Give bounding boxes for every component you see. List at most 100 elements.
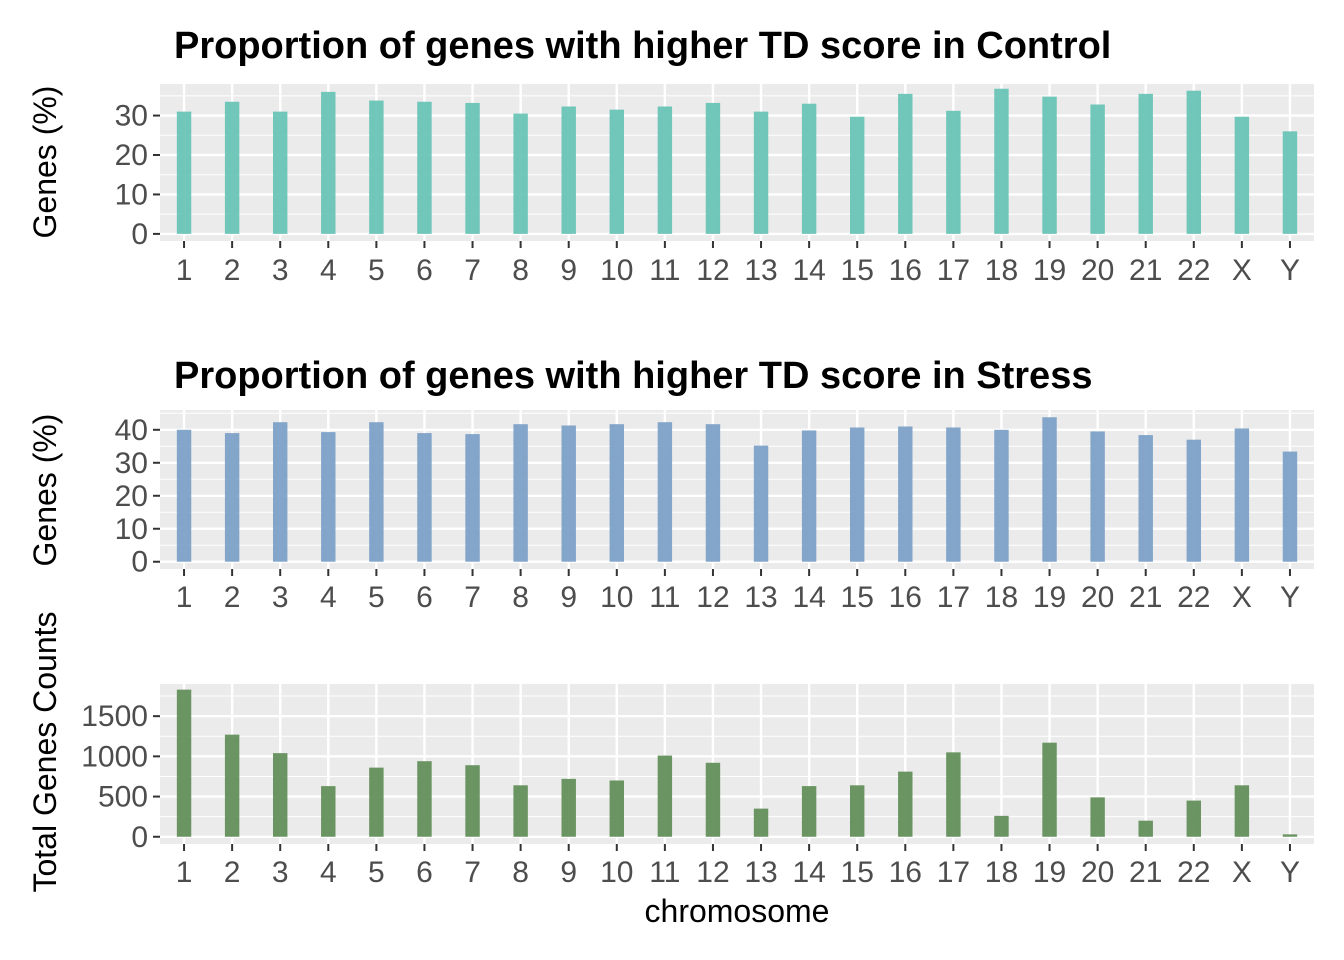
x-tick-label: 18	[985, 856, 1018, 889]
x-tick-label: 3	[272, 254, 289, 287]
y-axis-label: Genes (%)	[27, 414, 63, 567]
x-tick-label: 3	[272, 856, 289, 889]
bar-20	[1090, 797, 1105, 837]
bar-4	[321, 91, 336, 234]
bar-9	[561, 425, 576, 562]
x-tick-label: 8	[512, 254, 529, 287]
x-tick-label: 21	[1129, 254, 1162, 287]
bar-3	[272, 111, 288, 234]
bar-18	[994, 429, 1009, 562]
bar-7	[465, 434, 480, 562]
x-tick-label: 11	[649, 254, 680, 287]
x-tick-label: 20	[1081, 856, 1114, 889]
bar-18	[994, 815, 1009, 837]
x-tick-label: 16	[889, 581, 922, 614]
x-tick-label: 18	[985, 581, 1018, 614]
bar-17	[946, 427, 961, 562]
bar-13	[753, 445, 769, 562]
x-tick-label: 13	[744, 254, 777, 287]
x-tick-label: X	[1232, 581, 1252, 614]
x-tick-label: 12	[696, 254, 729, 287]
x-tick-label: X	[1232, 254, 1252, 287]
bar-7	[465, 765, 480, 837]
bar-14	[801, 103, 817, 234]
bar-8	[513, 113, 528, 234]
x-tick-label: 19	[1033, 254, 1066, 287]
x-tick-label: 2	[224, 856, 241, 889]
bar-19	[1042, 742, 1057, 837]
bar-14	[801, 786, 817, 837]
bar-15	[849, 116, 865, 234]
x-tick-label: 5	[368, 856, 385, 889]
bar-5	[369, 100, 384, 234]
x-tick-label: 10	[600, 856, 633, 889]
bar-7	[465, 102, 480, 234]
y-tick-label: 30	[115, 100, 148, 133]
bar-21	[1138, 93, 1153, 234]
x-tick-label: 6	[416, 856, 433, 889]
x-tick-label: 13	[744, 581, 777, 614]
y-tick-label: 40	[115, 414, 148, 447]
bar-21	[1138, 820, 1153, 837]
x-tick-label: 22	[1177, 581, 1210, 614]
x-tick-label: 8	[512, 581, 529, 614]
x-tick-label: 21	[1129, 856, 1162, 889]
bar-5	[369, 767, 384, 837]
bar-10	[609, 424, 625, 562]
bar-Y	[1282, 451, 1298, 562]
x-tick-label: 10	[600, 581, 633, 614]
bar-13	[753, 808, 769, 837]
y-tick-label: 0	[131, 546, 148, 579]
bar-1	[176, 689, 192, 837]
y-tick-label: 20	[115, 480, 148, 513]
x-tick-label: 17	[937, 856, 970, 889]
plot-background	[160, 410, 1314, 569]
bar-12	[705, 762, 721, 837]
bar-6	[417, 761, 432, 837]
x-tick-label: 21	[1129, 581, 1162, 614]
bar-21	[1138, 435, 1153, 562]
x-tick-label: 10	[600, 254, 633, 287]
y-tick-label: 10	[115, 178, 148, 211]
plot-background	[160, 84, 1314, 241]
bar-22	[1186, 800, 1202, 837]
x-tick-label: 20	[1081, 581, 1114, 614]
bar-6	[417, 433, 432, 562]
bar-9	[561, 778, 576, 837]
y-tick-label: 1000	[81, 740, 148, 773]
y-tick-label: 10	[115, 513, 148, 546]
bar-10	[609, 780, 625, 837]
x-tick-label: 9	[560, 254, 577, 287]
bar-18	[994, 88, 1009, 234]
x-tick-label: 6	[416, 581, 433, 614]
x-tick-label: 1	[176, 856, 193, 889]
chart-title: Proportion of genes with higher TD score…	[174, 25, 1111, 67]
x-tick-label: 7	[464, 254, 481, 287]
x-tick-label: 11	[649, 856, 680, 889]
x-tick-label: 12	[696, 581, 729, 614]
bar-11	[657, 106, 673, 234]
x-tick-label: 17	[937, 581, 970, 614]
x-tick-label: 7	[464, 581, 481, 614]
bar-16	[898, 426, 913, 562]
bar-15	[849, 785, 865, 837]
bar-8	[513, 424, 528, 562]
bar-19	[1042, 417, 1057, 562]
x-tick-label: 15	[841, 856, 874, 889]
bar-X	[1234, 116, 1250, 234]
x-tick-label: Y	[1280, 581, 1300, 614]
x-tick-label: 16	[889, 856, 922, 889]
bar-11	[657, 422, 673, 562]
x-tick-label: 19	[1033, 581, 1066, 614]
x-tick-label: 20	[1081, 254, 1114, 287]
bar-20	[1090, 104, 1105, 234]
x-tick-label: Y	[1280, 856, 1300, 889]
bar-3	[272, 753, 288, 837]
bar-10	[609, 109, 625, 234]
bar-X	[1234, 428, 1250, 562]
bar-22	[1186, 90, 1202, 234]
x-tick-label: 4	[320, 254, 337, 287]
bar-17	[946, 110, 961, 234]
bar-17	[946, 752, 961, 837]
